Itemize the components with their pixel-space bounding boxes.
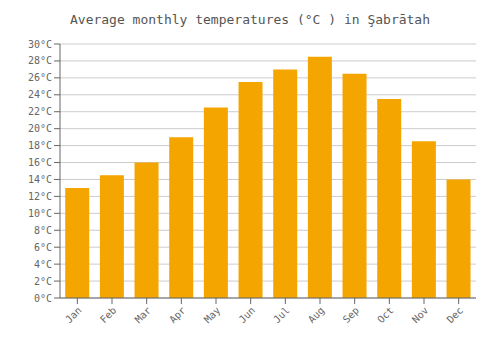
svg-text:4°C: 4°C [34, 259, 52, 270]
svg-text:Sep: Sep [341, 305, 362, 326]
svg-text:14°C: 14°C [28, 174, 52, 185]
svg-text:Jan: Jan [63, 305, 84, 326]
svg-text:24°C: 24°C [28, 89, 52, 100]
svg-text:Apr: Apr [167, 305, 188, 326]
svg-text:16°C: 16°C [28, 157, 52, 168]
svg-text:30°C: 30°C [28, 39, 52, 50]
svg-text:Jul: Jul [271, 305, 292, 326]
svg-text:28°C: 28°C [28, 55, 52, 66]
svg-text:22°C: 22°C [28, 106, 52, 117]
svg-text:Mar: Mar [133, 305, 154, 326]
svg-text:Oct: Oct [375, 305, 396, 326]
svg-text:8°C: 8°C [34, 225, 52, 236]
svg-text:Feb: Feb [98, 305, 119, 326]
html-text:Average monthly temperatures (: Average monthly temperatures (°C ) in Şa… [70, 12, 430, 27]
svg-text:Aug: Aug [306, 305, 327, 326]
svg-text:May: May [202, 305, 223, 326]
svg-text:26°C: 26°C [28, 72, 52, 83]
svg-text:Nov: Nov [410, 305, 431, 326]
svg-text:18°C: 18°C [28, 140, 52, 151]
svg-text:6°C: 6°C [34, 242, 52, 253]
svg-text:10°C: 10°C [28, 208, 52, 219]
svg-text:0°C: 0°C [34, 293, 52, 304]
svg-text:Dec: Dec [445, 305, 466, 326]
svg-text:2°C: 2°C [34, 276, 52, 287]
svg-text:12°C: 12°C [28, 191, 52, 202]
svg-text:Jun: Jun [237, 305, 258, 326]
svg-text:20°C: 20°C [28, 123, 52, 134]
